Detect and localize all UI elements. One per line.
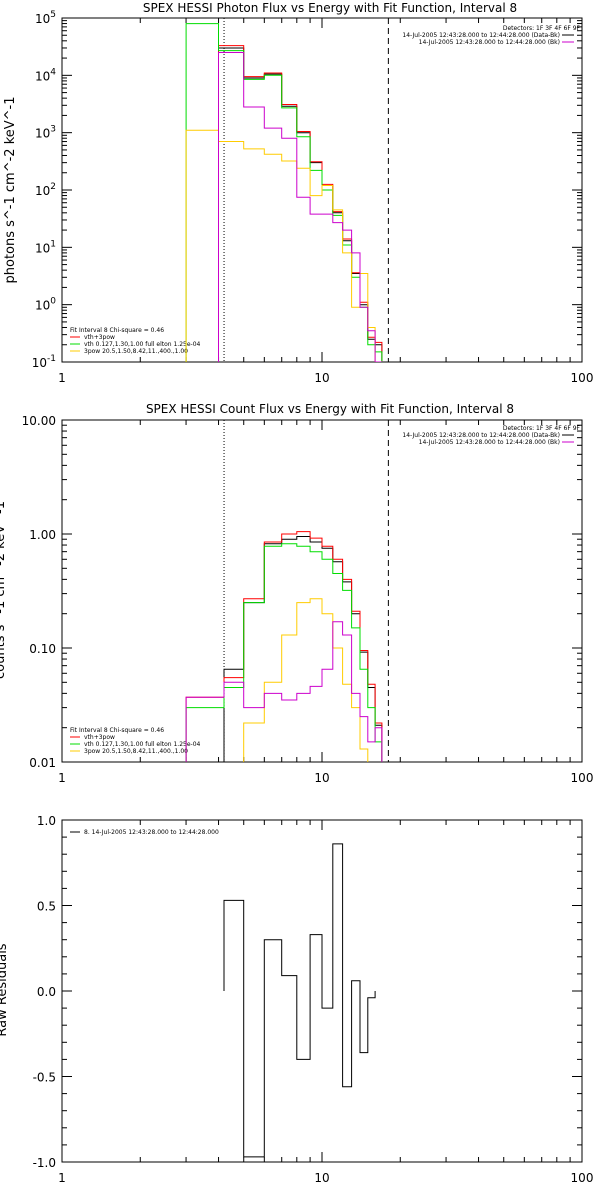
panel2-title: SPEX HESSI Count Flux vs Energy with Fit… [146,402,514,416]
x-tick-label: 100 [571,771,594,785]
legend-label: vth 0.127,1.30,1.00 full elton 1.25e-04 [84,341,201,348]
panel2-x-tick-labels: 1 10 100 [58,771,593,785]
legend-label: Fit Interval 8 Chi-square = 0.46 [70,727,164,734]
x-tick-label: 100 [571,371,594,385]
y-tick-label: 103 [35,125,56,141]
series-vth-3pow [218,45,383,362]
legend-label: 3pow 20.5,1.50,8.42,11.,400.,1.00 [84,748,188,755]
count-flux-panel: SPEX HESSI Count Flux vs Energy with Fit… [0,402,593,785]
panel1-title: SPEX HESSI Photon Flux vs Energy with Fi… [143,1,517,15]
x-tick-label: 10 [314,771,329,785]
y-tick-label: 1.0 [37,814,56,828]
panel2-y-tick-labels: 0.01 0.10 1.00 10.00 [22,414,56,770]
panel1-ylabel: photons s^-1 cm^-2 keV^-1 [3,96,18,283]
y-tick-label: 105 [35,10,56,26]
panel3-legend: 8. 14-Jul-2005 12:43:28.000 to 12:44:28.… [70,829,219,836]
panel2-ylabel: counts s^-1 cm^-2 keV^-1 [0,501,8,679]
series-bk [218,52,383,362]
x-tick-label: 1 [58,371,66,385]
y-tick-label: 10.00 [22,414,56,428]
y-tick-label: -0.5 [33,1071,56,1085]
panel3-y-tick-labels: -1.0 -0.5 0.0 0.5 1.0 [33,814,56,1170]
plot-frame [61,419,583,763]
panel2-header-line2: 14-Jul-2005 12:43:28.000 to 12:44:28.000… [402,432,560,439]
x-tick-label: 10 [314,1171,329,1185]
x-tick-label: 1 [58,1171,66,1185]
y-tick-label: 100 [35,297,56,313]
legend-label: Fit Interval 8 Chi-square = 0.46 [70,327,164,334]
panel2-header-line1: Detectors: 1F 3F 4F 6F 9F [503,425,581,432]
legend-label: vth 0.127,1.30,1.00 full elton 1.25e-04 [84,741,201,748]
panel1-header-line3: 14-Jul-2005 12:43:28.000 to 12:44:28.000… [419,39,560,46]
y-tick-label: 0.10 [29,642,56,656]
x-tick-label: 10 [314,371,329,385]
panel1-header-line2: 14-Jul-2005 12:43:28.000 to 12:44:28.000… [402,32,560,39]
photon-flux-panel: SPEX HESSI Photon Flux vs Energy with Fi… [3,1,593,385]
y-tick-label: 0.0 [37,985,56,999]
panel3-x-tick-labels: 1 10 100 [58,1171,593,1185]
x-tick-label: 100 [571,1171,594,1185]
y-tick-label: 1.00 [29,528,56,542]
legend-label: vth+3pow [84,734,115,741]
panel2-legend: Fit Interval 8 Chi-square = 0.46vth+3pow… [70,434,574,755]
series-data-bk [223,536,383,762]
y-tick-label: 0.5 [37,900,56,914]
y-tick-label: 101 [35,239,56,255]
y-tick-label: 10-1 [32,354,56,370]
series-vth [185,543,383,762]
series-bk [185,621,383,762]
legend-label: 3pow 20.5,1.50,8.42,11.,400.,1.00 [84,348,188,355]
series-data-bk [218,47,383,362]
panel1-y-tick-labels: 10-1 100 101 102 103 104 105 [32,10,57,370]
panel1-legend: Fit Interval 8 Chi-square = 0.46vth+3pow… [70,34,574,355]
y-tick-label: 104 [35,67,56,83]
residuals-panel: Raw Residuals -1.0 -0.5 0.0 0.5 1.0 1 10 100 8… [0,814,593,1185]
series-vth [185,23,383,362]
x-tick-label: 1 [58,771,66,785]
panel1-header-line1: Detectors: 1F 3F 4F 6F 9F [503,25,581,32]
y-tick-label: 0.01 [29,756,56,770]
panel1-x-tick-labels: 1 10 100 [58,371,593,385]
series-3pow [185,129,376,362]
y-tick-label: 102 [35,182,56,198]
series-vth-3pow [185,531,383,762]
y-tick-label: -1.0 [33,1156,56,1170]
panel3-ylabel: Raw Residuals [0,943,10,1036]
legend-label: vth+3pow [84,334,115,341]
legend-label: 8. 14-Jul-2005 12:43:28.000 to 12:44:28.… [84,829,219,836]
panel2-header-line3: 14-Jul-2005 12:43:28.000 to 12:44:28.000… [419,439,560,446]
series-residuals [223,843,376,1158]
